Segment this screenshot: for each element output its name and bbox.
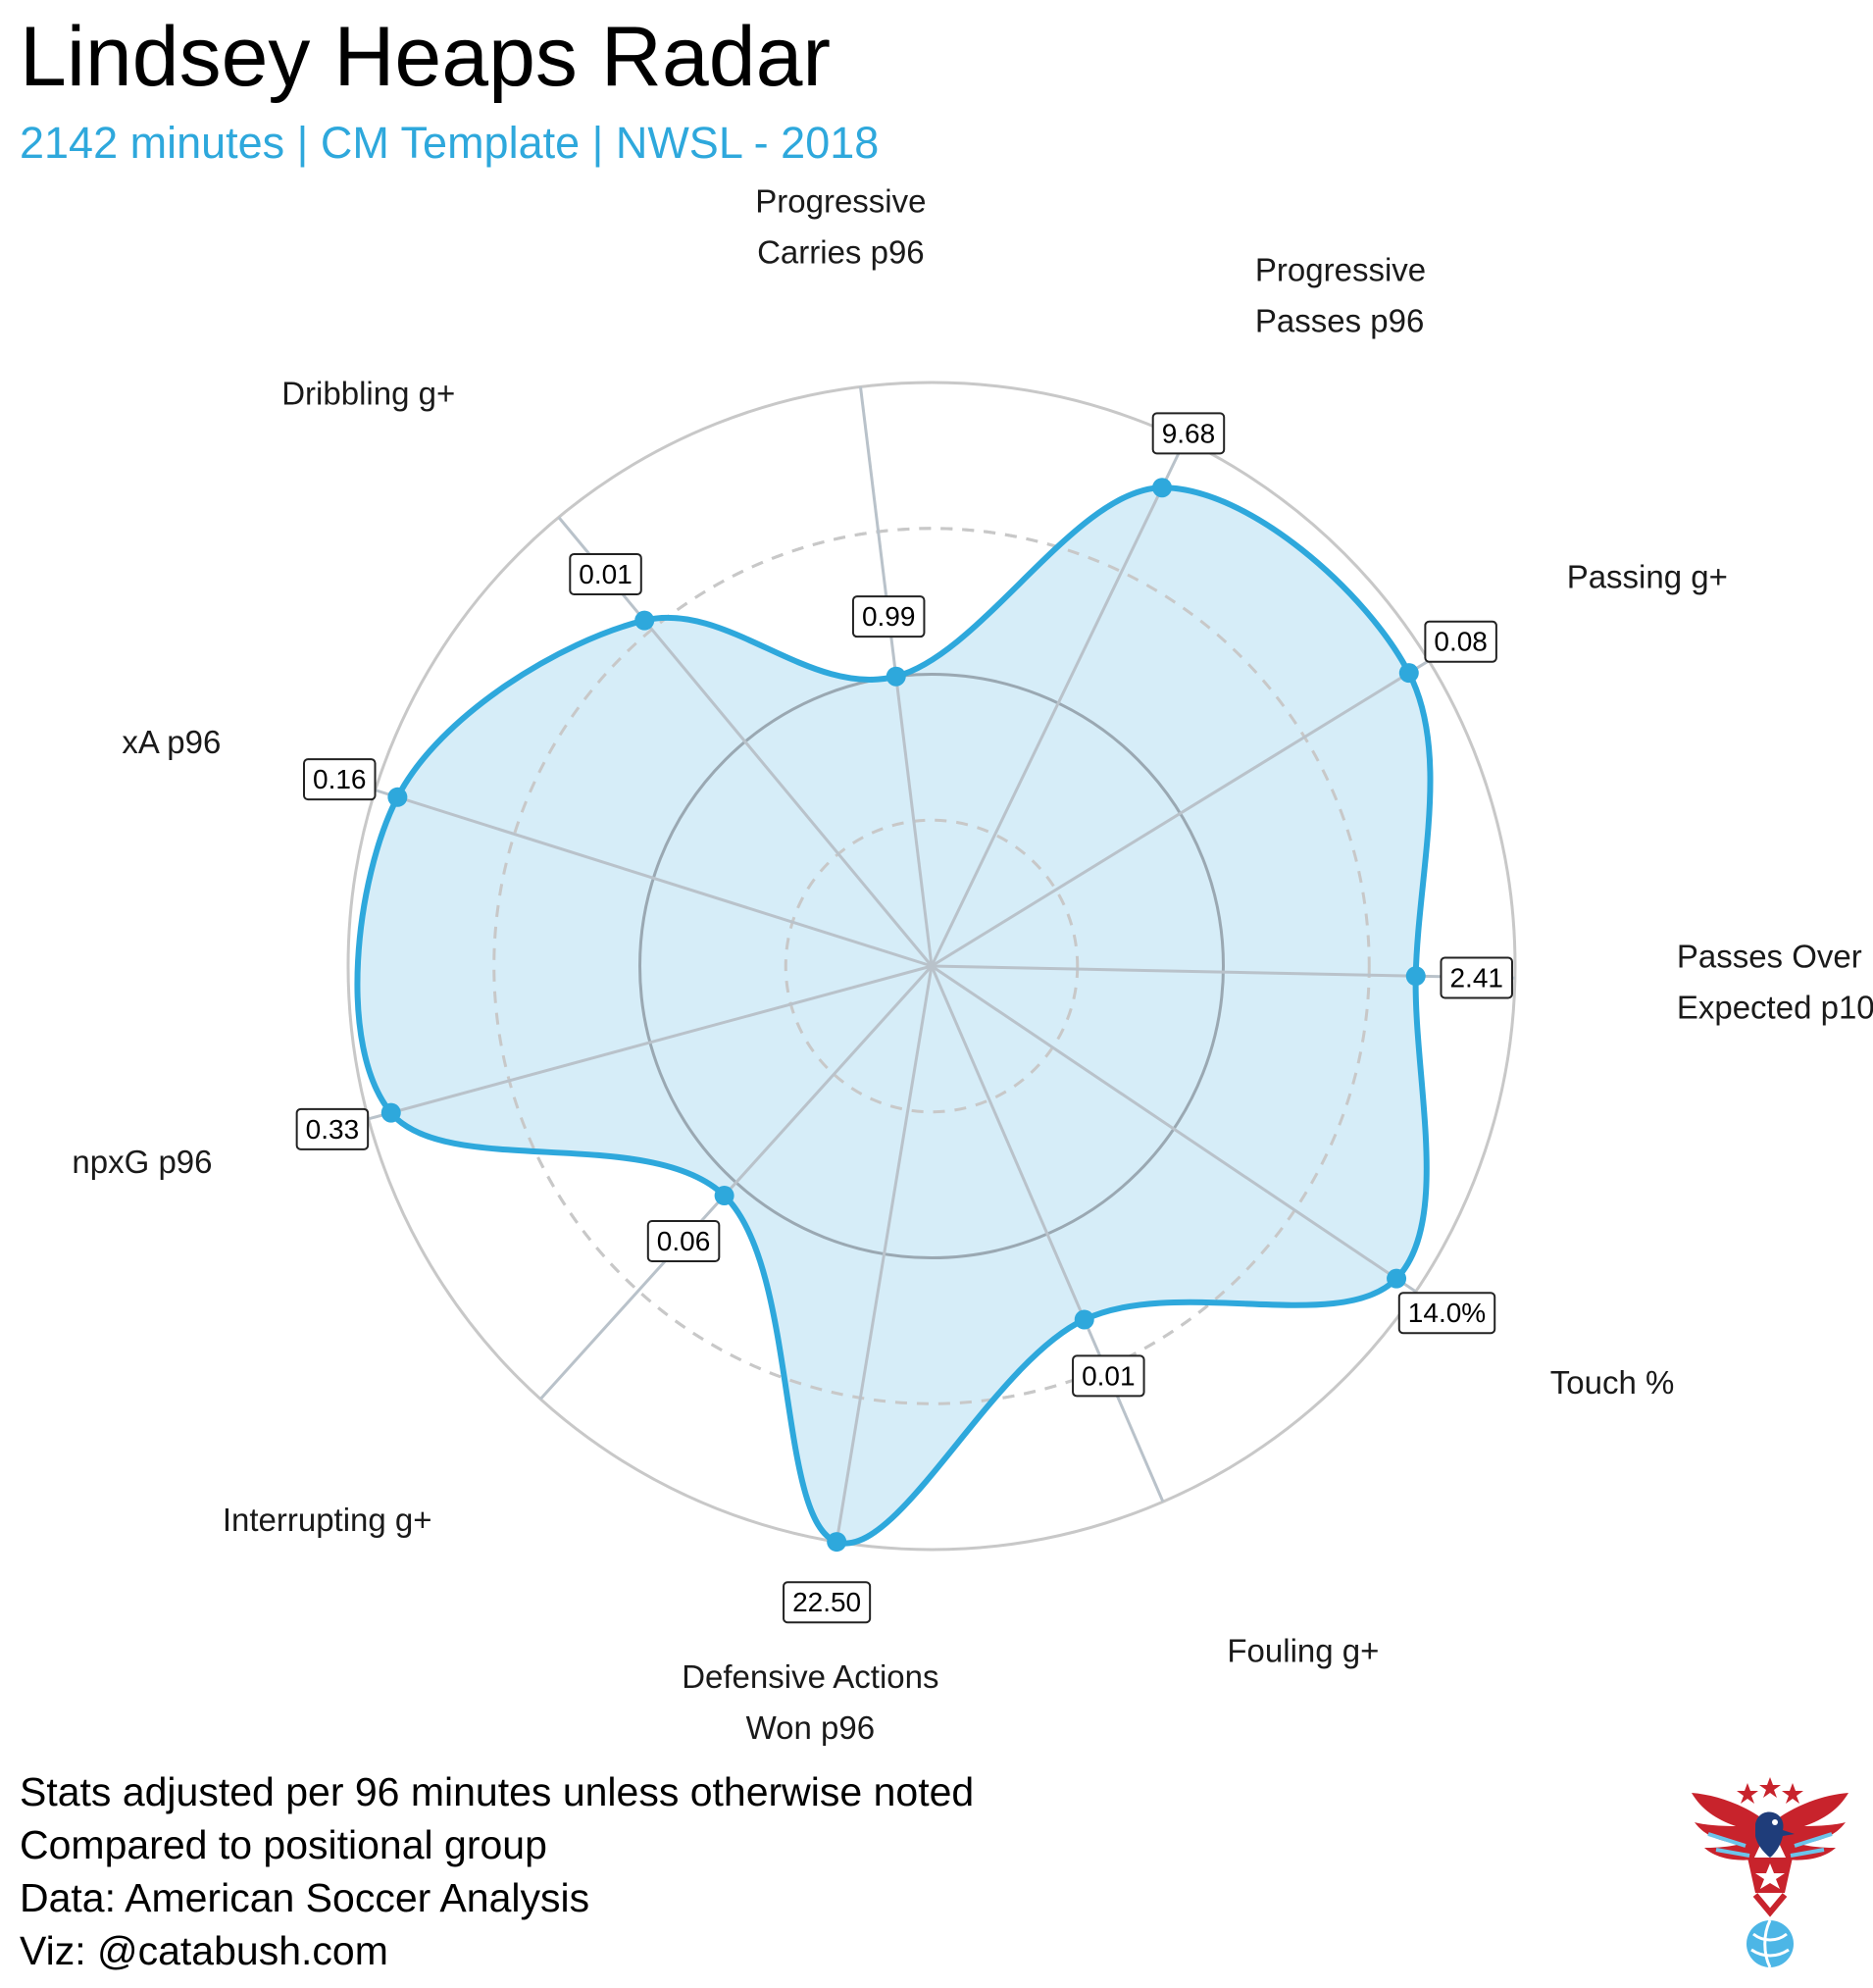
axis-label-line: Interrupting g+ [223, 1502, 432, 1538]
chart-title: Lindsey Heaps Radar [20, 10, 832, 104]
grid-circle-75-overlay [492, 527, 1371, 1405]
axis-spoke [539, 964, 934, 1401]
value-label-box [303, 758, 377, 801]
data-point [886, 666, 906, 687]
value-label-text: 0.08 [1434, 627, 1488, 657]
value-label-text: 9.68 [1162, 418, 1216, 448]
data-point [1398, 663, 1419, 684]
data-point [1387, 1268, 1407, 1289]
value-label-box [851, 595, 926, 638]
axis-spoke [368, 964, 933, 1121]
axis-spoke [930, 965, 1165, 1503]
axis-label-line: Carries p96 [757, 234, 925, 271]
value-label-box [1072, 1354, 1145, 1398]
radar-chart: 0.99 9.68 0.08 2.41 14.0% 0.01 22.50 0.06 0.33 0.… [72, 183, 1873, 1746]
axis-label: Fouling g+ [1227, 1633, 1379, 1669]
footer-notes: Stats adjusted per 96 minutes unless oth… [20, 1765, 974, 1977]
axis-spoke [931, 659, 1430, 968]
axis-label-line: Progressive [1255, 251, 1426, 287]
axis-label: Passing g+ [1567, 558, 1728, 594]
footer-line-per96: Stats adjusted per 96 minutes unless oth… [20, 1769, 975, 1814]
grid-circle-100 [346, 381, 1517, 1552]
axis-label-line: Passes Over [1677, 939, 1862, 975]
data-point [1405, 966, 1426, 987]
value-label: 0.08 [1424, 620, 1497, 663]
axis-label-line: Expected p100 [1677, 990, 1873, 1026]
value-label-text: 0.16 [313, 764, 367, 794]
footer-line-viz-credit: Viz: @catabush.com [20, 1928, 388, 1973]
axis-label-line: Won p96 [746, 1709, 875, 1746]
axis-label: Passes Over Expected p100 [1677, 939, 1873, 1026]
axis-label-line: Dribbling g+ [281, 375, 455, 411]
data-point [1152, 478, 1173, 498]
data-point [380, 1102, 401, 1123]
value-label: 2.41 [1440, 956, 1513, 999]
axis-label: Defensive Actions Won p96 [682, 1658, 938, 1746]
value-label-text: 2.41 [1449, 962, 1503, 993]
axis-label-line: Touch % [1550, 1364, 1675, 1401]
footer-line-compare: Compared to positional group [20, 1822, 547, 1867]
radar-area-fill [357, 487, 1431, 1544]
data-point [1074, 1309, 1094, 1330]
grid-circle-50-overlay [638, 673, 1225, 1259]
axis-spoke [835, 965, 934, 1543]
axis-label-line: Passes p96 [1255, 302, 1424, 338]
value-label-box [569, 552, 642, 595]
value-label-text: 22.50 [792, 1587, 861, 1617]
axis-spoke [930, 439, 1187, 967]
value-label: 0.01 [569, 552, 642, 595]
value-label: 0.16 [303, 758, 377, 801]
axis-label-line: Progressive [755, 183, 926, 220]
value-label: 0.06 [646, 1220, 721, 1263]
axis-label-line: Passing g+ [1567, 558, 1728, 594]
grid-circle-25-overlay [784, 818, 1080, 1114]
value-label: 0.99 [851, 595, 926, 638]
data-point [387, 787, 408, 807]
value-label: 9.68 [1151, 412, 1226, 455]
data-point [827, 1532, 847, 1553]
value-label-text: 0.01 [579, 559, 633, 589]
value-label: 0.33 [295, 1107, 370, 1150]
axis-label: Progressive Carries p96 [755, 183, 926, 271]
value-label-text: 0.06 [657, 1226, 711, 1256]
value-label-box [1151, 412, 1226, 455]
axis-spoke [375, 789, 933, 968]
value-label-box [1397, 1292, 1496, 1335]
axis-label-line: npxG p96 [72, 1144, 212, 1180]
axis-spoke [931, 964, 1417, 1294]
data-point [714, 1186, 734, 1206]
axis-label-line: xA p96 [122, 724, 221, 760]
eagle-logo-icon [1692, 1777, 1848, 1968]
axis-label: Dribbling g+ [281, 375, 455, 411]
value-label-text: 0.33 [306, 1114, 360, 1145]
value-label-box [646, 1220, 721, 1263]
value-label-box [1424, 620, 1497, 663]
value-label-text: 0.99 [862, 601, 916, 632]
value-label-box [295, 1107, 370, 1150]
value-label-box [783, 1581, 872, 1624]
value-label-box [1440, 956, 1513, 999]
value-label-text: 14.0% [1408, 1298, 1486, 1328]
axis-label-line: Defensive Actions [682, 1658, 938, 1695]
chart-subtitle: 2142 minutes | CM Template | NWSL - 2018 [20, 118, 880, 168]
data-point [634, 610, 655, 631]
value-label: 22.50 [783, 1581, 872, 1624]
value-label-text: 0.01 [1082, 1360, 1136, 1391]
axis-label: xA p96 [122, 724, 221, 760]
axis-label-line: Fouling g+ [1227, 1633, 1379, 1669]
axis-label: Touch % [1550, 1364, 1675, 1401]
footer-line-data-source: Data: American Soccer Analysis [20, 1875, 590, 1920]
value-label: 0.01 [1072, 1354, 1145, 1398]
axis-label: Progressive Passes p96 [1255, 251, 1426, 338]
axis-label: npxG p96 [72, 1144, 212, 1180]
axis-label: Interrupting g+ [223, 1502, 432, 1538]
value-label: 14.0% [1397, 1292, 1496, 1335]
